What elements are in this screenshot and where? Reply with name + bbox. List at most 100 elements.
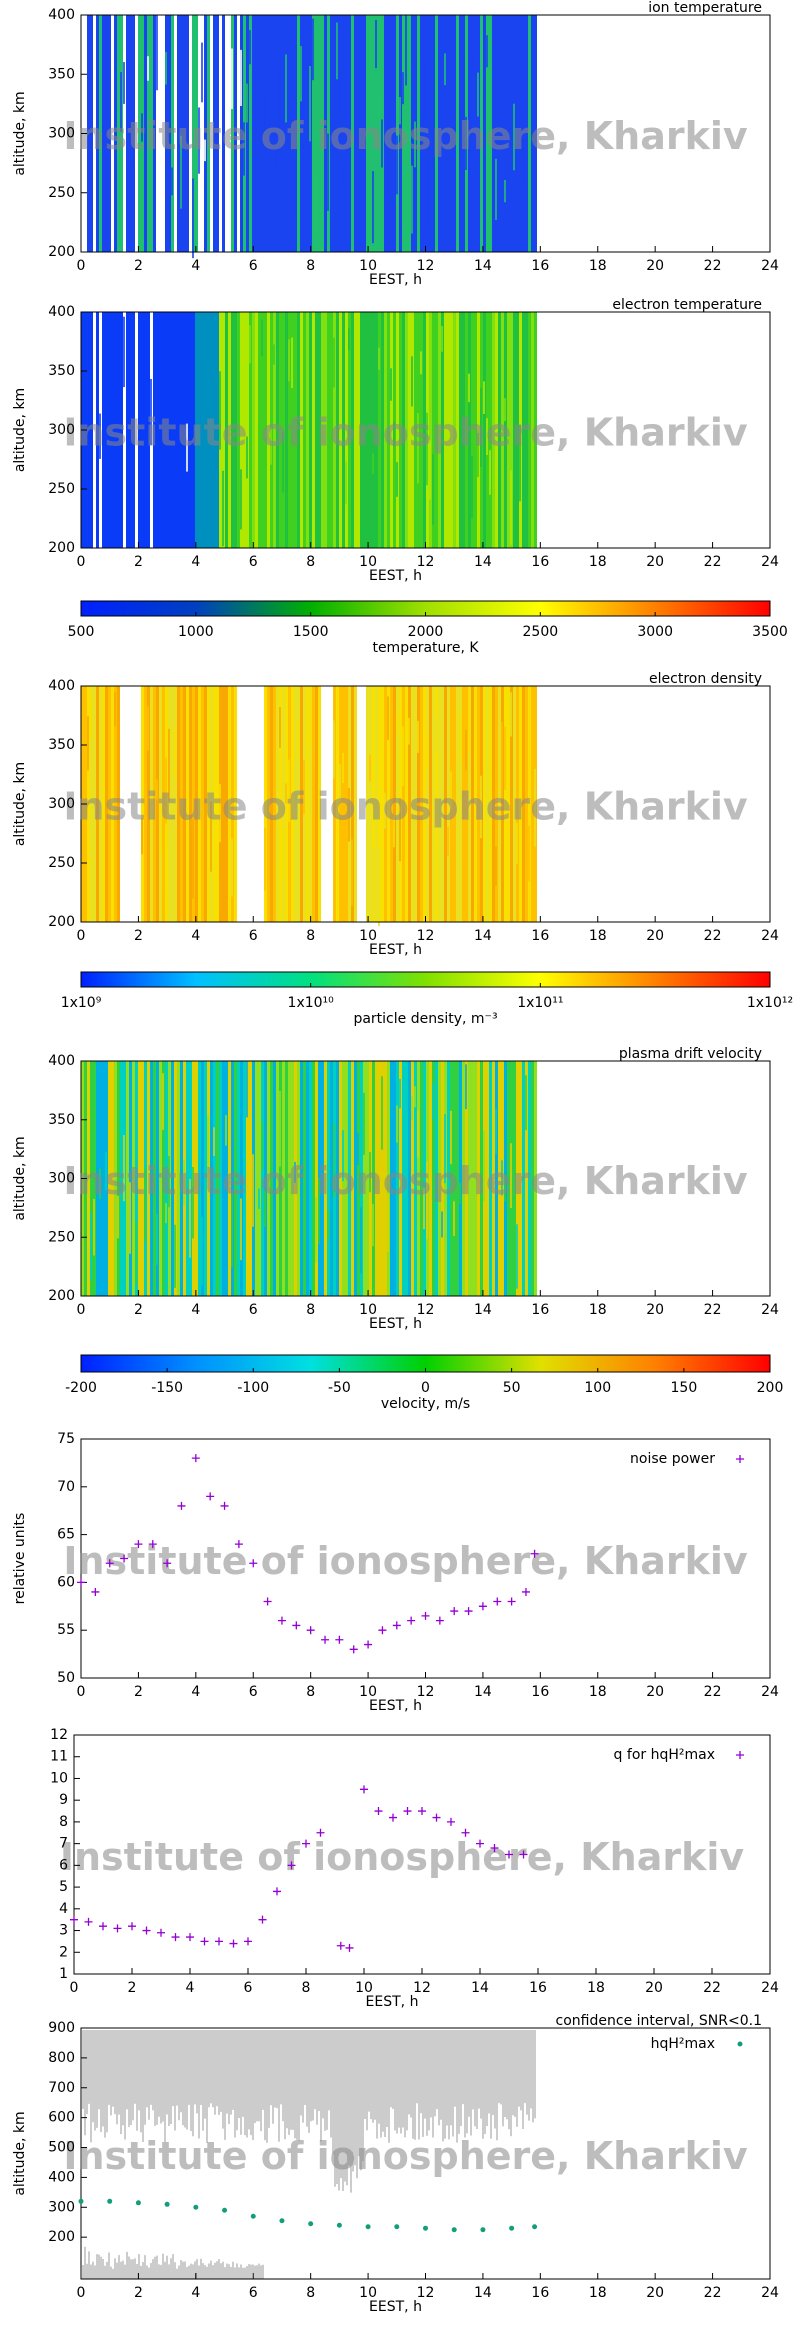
heatmap-column	[285, 312, 288, 548]
x-tick-label: 14	[474, 258, 492, 274]
heatmap-streak	[243, 1113, 245, 1152]
heatmap-column	[444, 15, 447, 252]
heatmap-column	[123, 312, 126, 548]
point	[418, 1807, 426, 1816]
heatmap-column	[531, 312, 534, 548]
tick-label: 500	[68, 624, 95, 640]
x-tick-label: 12	[417, 258, 435, 274]
heatmap-column	[246, 312, 249, 548]
heatmap-column	[381, 686, 384, 922]
heatmap-streak	[258, 406, 260, 465]
point	[206, 1492, 215, 1501]
point	[335, 1635, 344, 1644]
heatmap-streak	[201, 42, 203, 103]
heatmap-column	[534, 312, 537, 548]
heatmap-column	[459, 686, 462, 922]
heatmap-column	[459, 312, 462, 548]
heatmap-column	[522, 686, 525, 922]
heatmap-column	[528, 15, 531, 252]
heatmap-streak	[510, 470, 512, 545]
heatmap-column	[309, 312, 312, 548]
heatmap-column	[225, 312, 228, 548]
point	[336, 2222, 342, 2228]
heatmap-column	[525, 15, 528, 252]
heatmap-column	[261, 312, 264, 548]
heatmap-streak	[231, 48, 233, 110]
heatmap-streak	[207, 1115, 209, 1175]
heatmap-column	[324, 15, 327, 252]
heatmap-column	[252, 312, 255, 548]
heatmap-column	[363, 312, 366, 548]
x-tick-label: 22	[704, 928, 722, 944]
heatmap-column	[174, 312, 177, 548]
heatmap-column	[525, 686, 528, 922]
heatmap-column	[285, 1061, 288, 1296]
heatmap-column	[513, 312, 516, 548]
heatmap-streak	[465, 729, 467, 771]
heatmap-column	[504, 15, 507, 252]
heatmap-column	[165, 312, 168, 548]
heatmap-column	[342, 312, 345, 548]
heatmap-column	[261, 15, 264, 252]
heatmap-streak	[339, 764, 341, 803]
heatmap-streak	[411, 165, 413, 234]
heatmap-column	[318, 686, 321, 922]
heatmap-streak	[453, 1201, 455, 1236]
heatmap-streak	[288, 339, 290, 382]
x-tick-label: 0	[70, 1980, 79, 1996]
heatmap-streak	[147, 330, 149, 388]
y-tick-label: 900	[48, 2020, 75, 2036]
heatmap-streak	[303, 385, 305, 423]
heatmap-streak	[111, 1164, 113, 1236]
heatmap-column	[243, 312, 246, 548]
point	[345, 1943, 354, 1952]
heatmap-streak	[471, 455, 473, 518]
heatmap-streak	[156, 1213, 158, 1265]
heatmap-streak	[102, 373, 104, 419]
heatmap-streak	[273, 344, 275, 365]
heatmap-column	[468, 686, 471, 922]
heatmap-column	[513, 1061, 516, 1296]
heatmap-column	[216, 686, 219, 922]
heatmap-column	[369, 15, 372, 252]
heatmap-streak	[192, 420, 194, 455]
point	[148, 1540, 157, 1549]
heatmap-column	[285, 15, 288, 252]
heatmap-column	[138, 312, 141, 548]
heatmap-streak	[105, 1151, 107, 1191]
heatmap-streak	[420, 157, 422, 227]
x-tick-label: 6	[249, 1302, 258, 1318]
heatmap-streak	[387, 1193, 389, 1253]
heatmap-column	[114, 686, 117, 922]
y-tick-label: 250	[48, 185, 75, 201]
heatmap-column	[255, 15, 258, 252]
heatmap-column	[513, 686, 516, 922]
heatmap-streak	[414, 121, 416, 168]
point	[105, 1559, 114, 1568]
heatmap-streak	[333, 1123, 335, 1198]
point	[447, 1817, 455, 1826]
x-tick-label: 20	[646, 1302, 664, 1318]
heatmap-column	[489, 1061, 492, 1296]
heatmap-column	[315, 1061, 318, 1296]
heatmap-column	[153, 312, 156, 548]
heatmap-column	[384, 1061, 387, 1296]
heatmap-column	[156, 15, 159, 252]
y-tick-label: 200	[48, 1288, 75, 1304]
heatmap-streak	[228, 391, 230, 438]
heatmap-column	[195, 686, 198, 922]
heatmap-column	[387, 686, 390, 922]
heatmap-column	[96, 1061, 99, 1296]
x-tick-label: 12	[417, 1684, 435, 1700]
heatmap-column	[336, 312, 339, 548]
heatmap-streak	[357, 1132, 359, 1165]
heatmap-column	[246, 686, 249, 922]
point	[403, 1807, 412, 1816]
tick-label: 2000	[408, 624, 444, 640]
heatmap-column	[120, 1061, 123, 1296]
heatmap-column	[414, 312, 417, 548]
heatmap-streak	[426, 731, 428, 771]
heatmap-streak	[249, 325, 251, 364]
heatmap-streak	[459, 104, 461, 170]
heatmap-column	[390, 686, 393, 922]
